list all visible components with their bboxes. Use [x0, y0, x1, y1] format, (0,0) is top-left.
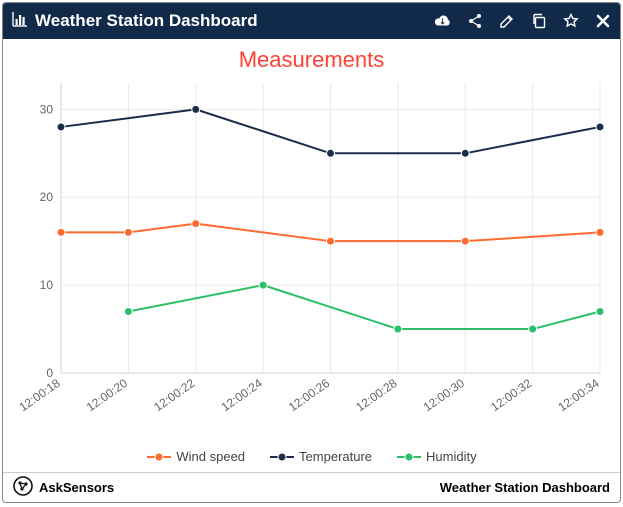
chart-area: Measurements 010203012:00:1812:00:2012:0…	[3, 39, 620, 472]
legend-item[interactable]: Temperature	[269, 449, 372, 464]
panel-title-wrap: Weather Station Dashboard	[11, 10, 434, 33]
dashboard-panel: Weather Station Dashboard Measuremen	[2, 2, 621, 503]
header-actions	[434, 12, 612, 30]
edit-icon[interactable]	[498, 12, 516, 30]
svg-text:20: 20	[40, 190, 54, 204]
panel-title: Weather Station Dashboard	[35, 11, 258, 31]
legend-item[interactable]: Humidity	[396, 449, 477, 464]
line-chart: 010203012:00:1812:00:2012:00:2212:00:241…	[3, 73, 620, 443]
chart-legend: Wind speed Temperature Humidity	[3, 443, 620, 466]
footer-brand: AskSensors	[39, 480, 114, 495]
svg-text:12:00:18: 12:00:18	[16, 376, 63, 414]
svg-text:30: 30	[40, 102, 54, 116]
svg-text:12:00:32: 12:00:32	[488, 376, 535, 414]
footer-right: Weather Station Dashboard	[440, 480, 610, 495]
panel-header: Weather Station Dashboard	[3, 3, 620, 39]
svg-text:12:00:20: 12:00:20	[84, 376, 131, 414]
asksensors-logo-icon	[13, 476, 33, 499]
svg-text:12:00:28: 12:00:28	[353, 376, 400, 414]
panel-footer: AskSensors Weather Station Dashboard	[3, 472, 620, 502]
svg-text:12:00:34: 12:00:34	[555, 376, 602, 414]
copy-icon[interactable]	[530, 12, 548, 30]
legend-item[interactable]: Wind speed	[146, 449, 245, 464]
chart-bar-icon	[11, 10, 35, 33]
svg-text:12:00:22: 12:00:22	[151, 376, 198, 414]
chart-title: Measurements	[3, 47, 620, 73]
svg-text:12:00:26: 12:00:26	[286, 376, 333, 414]
share-icon[interactable]	[466, 12, 484, 30]
svg-text:12:00:24: 12:00:24	[219, 376, 266, 414]
star-icon[interactable]	[562, 12, 580, 30]
svg-text:12:00:30: 12:00:30	[421, 376, 468, 414]
footer-brand-wrap: AskSensors	[13, 476, 440, 499]
close-icon[interactable]	[594, 12, 612, 30]
cloud-download-icon[interactable]	[434, 12, 452, 30]
svg-text:10: 10	[40, 278, 54, 292]
